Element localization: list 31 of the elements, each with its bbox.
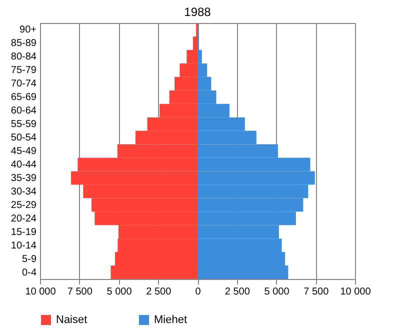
x-tick-label: 7 500 <box>304 286 330 298</box>
y-tick-label: 15-19 <box>10 226 37 238</box>
y-tick-label: 45-49 <box>10 146 37 157</box>
legend-label: Naiset <box>56 314 88 326</box>
y-tick-label: 80-84 <box>10 52 37 63</box>
y-tick-label: 65-69 <box>10 92 37 104</box>
y-tick-label: 70-74 <box>10 78 37 90</box>
x-tick-label: 10 000 <box>340 286 372 298</box>
x-tick-label: 7 500 <box>67 286 93 298</box>
y-tick-label: 60-64 <box>10 106 37 117</box>
chart-title: 1988 <box>184 5 212 19</box>
y-tick-label: 50-54 <box>10 132 37 144</box>
x-tick-label: 5 000 <box>106 286 132 298</box>
x-tick-label: 2 500 <box>146 286 172 298</box>
legend-label: Miehet <box>154 314 188 326</box>
y-tick-label: 75-79 <box>10 65 37 76</box>
x-tick-label: 2 500 <box>224 286 250 298</box>
y-tick-label: 85-89 <box>10 38 37 50</box>
x-tick-label: 0 <box>195 286 202 298</box>
y-tick-label: 55-59 <box>10 119 37 130</box>
y-tick-label: 0-4 <box>22 267 37 278</box>
y-tick-label: 10-14 <box>10 240 37 252</box>
y-tick-label: 20-24 <box>10 213 37 224</box>
y-tick-label: 35-39 <box>10 172 37 184</box>
y-tick-label: 40-44 <box>10 159 37 170</box>
x-tick-label: 5 000 <box>264 286 290 298</box>
x-tick-label: 10 000 <box>25 286 56 298</box>
y-tick-label: 25-29 <box>10 200 37 211</box>
y-tick-label: 30-34 <box>10 186 37 198</box>
y-tick-label: 5-9 <box>22 254 37 265</box>
y-tick-label: 90+ <box>20 24 37 36</box>
